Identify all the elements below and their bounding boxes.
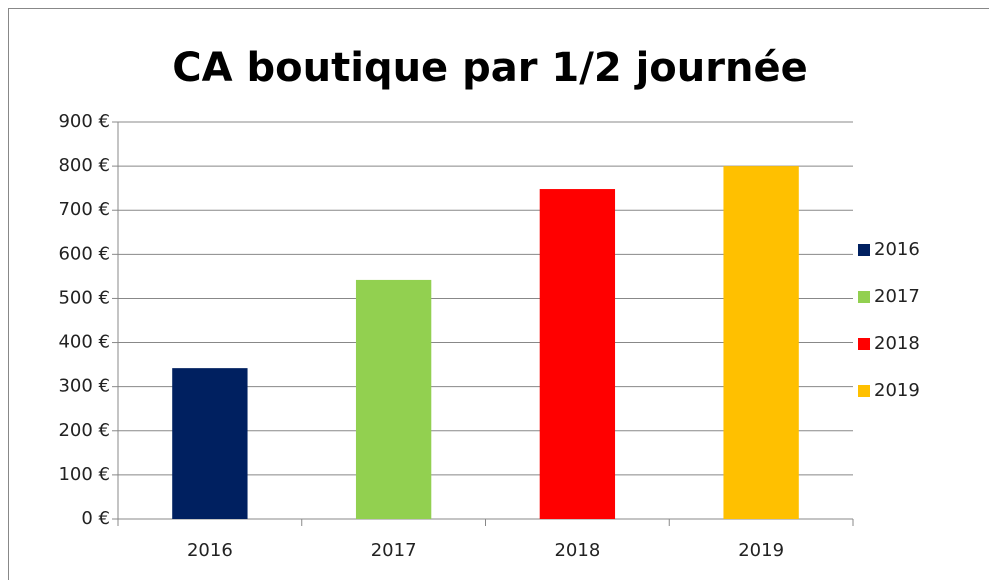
- y-tick-label: 500 €: [58, 287, 110, 308]
- y-tick-label: 300 €: [58, 376, 110, 397]
- x-tick-label: 2018: [554, 540, 600, 561]
- y-tick-label: 400 €: [58, 332, 110, 353]
- bar: [355, 279, 432, 519]
- y-tick-label: 0 €: [81, 508, 110, 529]
- legend-swatch: [858, 244, 870, 256]
- legend-label: 2017: [874, 286, 920, 307]
- y-tick-label: 600 €: [58, 243, 110, 264]
- legend-swatch: [858, 291, 870, 303]
- legend-label: 2016: [874, 239, 920, 260]
- bar: [172, 368, 248, 519]
- y-tick-label: 100 €: [58, 464, 110, 485]
- legend-label: 2018: [874, 333, 920, 354]
- chart-title: CA boutique par 1/2 journée: [172, 45, 807, 91]
- y-tick-label: 800 €: [58, 155, 110, 176]
- chart-frame: [8, 8, 989, 580]
- y-tick-label: 900 €: [58, 111, 110, 132]
- x-tick-label: 2019: [738, 540, 784, 561]
- y-tick-label: 200 €: [58, 420, 110, 441]
- x-tick-label: 2016: [187, 540, 233, 561]
- y-tick-label: 700 €: [58, 199, 110, 220]
- legend-swatch: [858, 385, 870, 397]
- x-tick-label: 2017: [371, 540, 417, 561]
- legend-swatch: [858, 338, 870, 350]
- bar: [723, 166, 799, 519]
- legend-label: 2019: [874, 380, 920, 401]
- bar: [539, 189, 616, 519]
